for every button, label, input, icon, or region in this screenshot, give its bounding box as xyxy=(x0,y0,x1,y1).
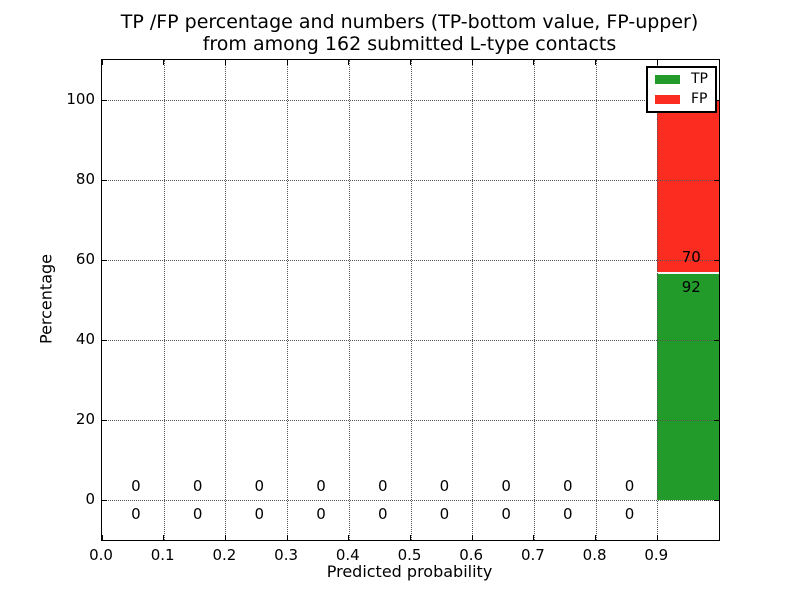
tp-count-label: 0 xyxy=(439,504,450,523)
x-tick-label: 0.7 xyxy=(520,546,545,564)
x-axis-tick xyxy=(286,535,288,540)
y-axis-tick xyxy=(102,499,107,501)
vertical-gridline xyxy=(595,60,597,540)
x-tick-label: 0.4 xyxy=(335,546,360,564)
vertical-gridline xyxy=(225,60,227,540)
y-tick-label: 60 xyxy=(75,250,95,268)
fp-count-label: 0 xyxy=(377,476,388,495)
y-axis-right-tick xyxy=(714,499,719,501)
x-axis-top-tick xyxy=(410,60,411,65)
x-axis-top-tick xyxy=(224,60,226,65)
y-tick-label: 20 xyxy=(75,410,95,428)
tp-count-label: 92 xyxy=(681,277,701,296)
x-tick-label: 0.1 xyxy=(150,546,175,564)
legend-label: TP xyxy=(691,71,708,87)
x-tick-label: 0.9 xyxy=(644,546,669,564)
legend: TP FP xyxy=(646,66,717,113)
x-axis-top-tick xyxy=(595,60,597,65)
vertical-gridline xyxy=(472,60,474,540)
fp-count-label: 0 xyxy=(254,476,265,495)
chart-title-line2: from among 162 submitted L-type contacts xyxy=(202,33,617,55)
fp-count-label: 0 xyxy=(439,476,450,495)
fp-count-label: 0 xyxy=(563,476,573,495)
fp-count-label: 0 xyxy=(316,476,326,495)
x-axis-top-tick xyxy=(101,60,103,65)
tp-count-label: 0 xyxy=(316,504,326,523)
x-axis-tick xyxy=(656,535,658,540)
legend-item: TP xyxy=(655,72,708,87)
tp-count-label: 0 xyxy=(501,504,511,523)
chart-title-line1: TP /FP percentage and numbers (TP-bottom… xyxy=(120,11,699,33)
x-tick-label: 0.0 xyxy=(89,546,113,564)
x-axis-top-tick xyxy=(163,60,165,65)
tp-count-label: 0 xyxy=(192,504,203,523)
vertical-gridline xyxy=(163,60,165,540)
x-axis-tick xyxy=(101,535,103,540)
x-tick-label: 0.5 xyxy=(397,546,422,564)
y-axis-right-tick xyxy=(714,339,719,341)
fp-count-label: 0 xyxy=(501,476,511,495)
x-axis-tick xyxy=(410,535,411,540)
y-axis-tick xyxy=(102,179,107,181)
y-axis-right-tick xyxy=(714,179,719,181)
x-axis-tick xyxy=(595,535,597,540)
tp-count-label: 0 xyxy=(131,504,141,523)
x-axis-title: Predicted probability xyxy=(326,562,493,581)
y-axis-right-tick xyxy=(714,259,719,261)
legend-swatch-tp xyxy=(655,75,680,84)
y-axis-tick xyxy=(102,339,107,341)
x-tick-label: 0.2 xyxy=(212,546,237,564)
fp-count-label: 0 xyxy=(131,476,141,495)
x-axis-tick xyxy=(348,535,350,540)
x-tick-label: 0.8 xyxy=(582,546,607,564)
x-axis-top-tick xyxy=(533,60,535,65)
tp-count-label: 0 xyxy=(624,504,635,523)
bar-tp-segment xyxy=(657,272,719,500)
y-axis-tick xyxy=(102,99,107,101)
tp-count-label: 0 xyxy=(563,504,573,523)
tp-count-label: 0 xyxy=(254,504,265,523)
x-axis-tick xyxy=(533,535,535,540)
bar-segment-divider xyxy=(657,271,719,274)
x-axis-top-tick xyxy=(348,60,350,65)
legend-swatch-fp xyxy=(655,95,680,104)
x-axis-tick xyxy=(471,535,473,540)
y-axis-tick xyxy=(102,419,107,421)
x-tick-label: 0.6 xyxy=(459,546,484,564)
plot-area: 0 0 0 0 0 0 0 0 0 0 0 0 0 0 0 0 0 0 70 92 xyxy=(101,59,720,541)
y-tick-label: 0 xyxy=(85,490,95,508)
fp-count-label: 0 xyxy=(624,476,635,495)
legend-item: FP xyxy=(655,92,708,107)
legend-label: FP xyxy=(691,91,708,107)
y-tick-label: 80 xyxy=(75,170,95,188)
vertical-gridline xyxy=(533,60,535,540)
y-axis-right-tick xyxy=(714,419,719,421)
bar-fp-segment xyxy=(657,100,719,273)
x-axis-tick xyxy=(163,535,165,540)
vertical-gridline xyxy=(657,60,659,540)
x-axis-top-tick xyxy=(656,60,658,65)
x-axis-top-tick xyxy=(286,60,288,65)
y-tick-label: 40 xyxy=(75,330,95,348)
x-tick-label: 0.3 xyxy=(274,546,299,564)
tp-count-label: 0 xyxy=(377,504,388,523)
y-axis-tick xyxy=(102,259,107,261)
fp-count-label: 0 xyxy=(192,476,203,495)
y-tick-label: 100 xyxy=(66,90,95,108)
vertical-gridline xyxy=(410,60,412,540)
x-axis-top-tick xyxy=(471,60,473,65)
fp-count-label: 70 xyxy=(681,248,701,267)
chart-title: TP /FP percentage and numbers (TP-bottom… xyxy=(101,11,718,55)
vertical-gridline xyxy=(348,60,350,540)
x-axis-tick xyxy=(224,535,226,540)
vertical-gridline xyxy=(287,60,289,540)
